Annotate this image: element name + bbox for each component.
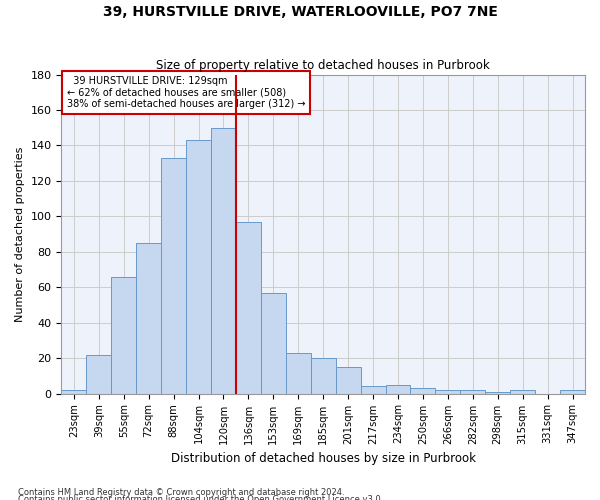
Bar	[460, 390, 485, 394]
Text: 39, HURSTVILLE DRIVE, WATERLOOVILLE, PO7 7NE: 39, HURSTVILLE DRIVE, WATERLOOVILLE, PO7…	[103, 5, 497, 19]
Bar	[236, 222, 261, 394]
Bar	[261, 292, 286, 394]
Bar	[286, 353, 311, 394]
Bar	[161, 158, 186, 394]
Y-axis label: Number of detached properties: Number of detached properties	[15, 146, 25, 322]
Bar	[335, 367, 361, 394]
Bar	[510, 390, 535, 394]
Bar	[410, 388, 436, 394]
Bar	[86, 354, 111, 394]
Bar	[436, 390, 460, 394]
Text: Contains public sector information licensed under the Open Government Licence v3: Contains public sector information licen…	[18, 496, 383, 500]
Bar	[186, 140, 211, 394]
Bar	[61, 390, 86, 394]
Bar	[560, 390, 585, 394]
Bar	[211, 128, 236, 394]
Bar	[111, 276, 136, 394]
Text: Contains HM Land Registry data © Crown copyright and database right 2024.: Contains HM Land Registry data © Crown c…	[18, 488, 344, 497]
Bar	[485, 392, 510, 394]
Title: Size of property relative to detached houses in Purbrook: Size of property relative to detached ho…	[157, 59, 490, 72]
Bar	[361, 386, 386, 394]
Bar	[386, 384, 410, 394]
X-axis label: Distribution of detached houses by size in Purbrook: Distribution of detached houses by size …	[171, 452, 476, 465]
Text: 39 HURSTVILLE DRIVE: 129sqm  
← 62% of detached houses are smaller (508)
38% of : 39 HURSTVILLE DRIVE: 129sqm ← 62% of det…	[67, 76, 305, 110]
Bar	[311, 358, 335, 394]
Bar	[136, 243, 161, 394]
